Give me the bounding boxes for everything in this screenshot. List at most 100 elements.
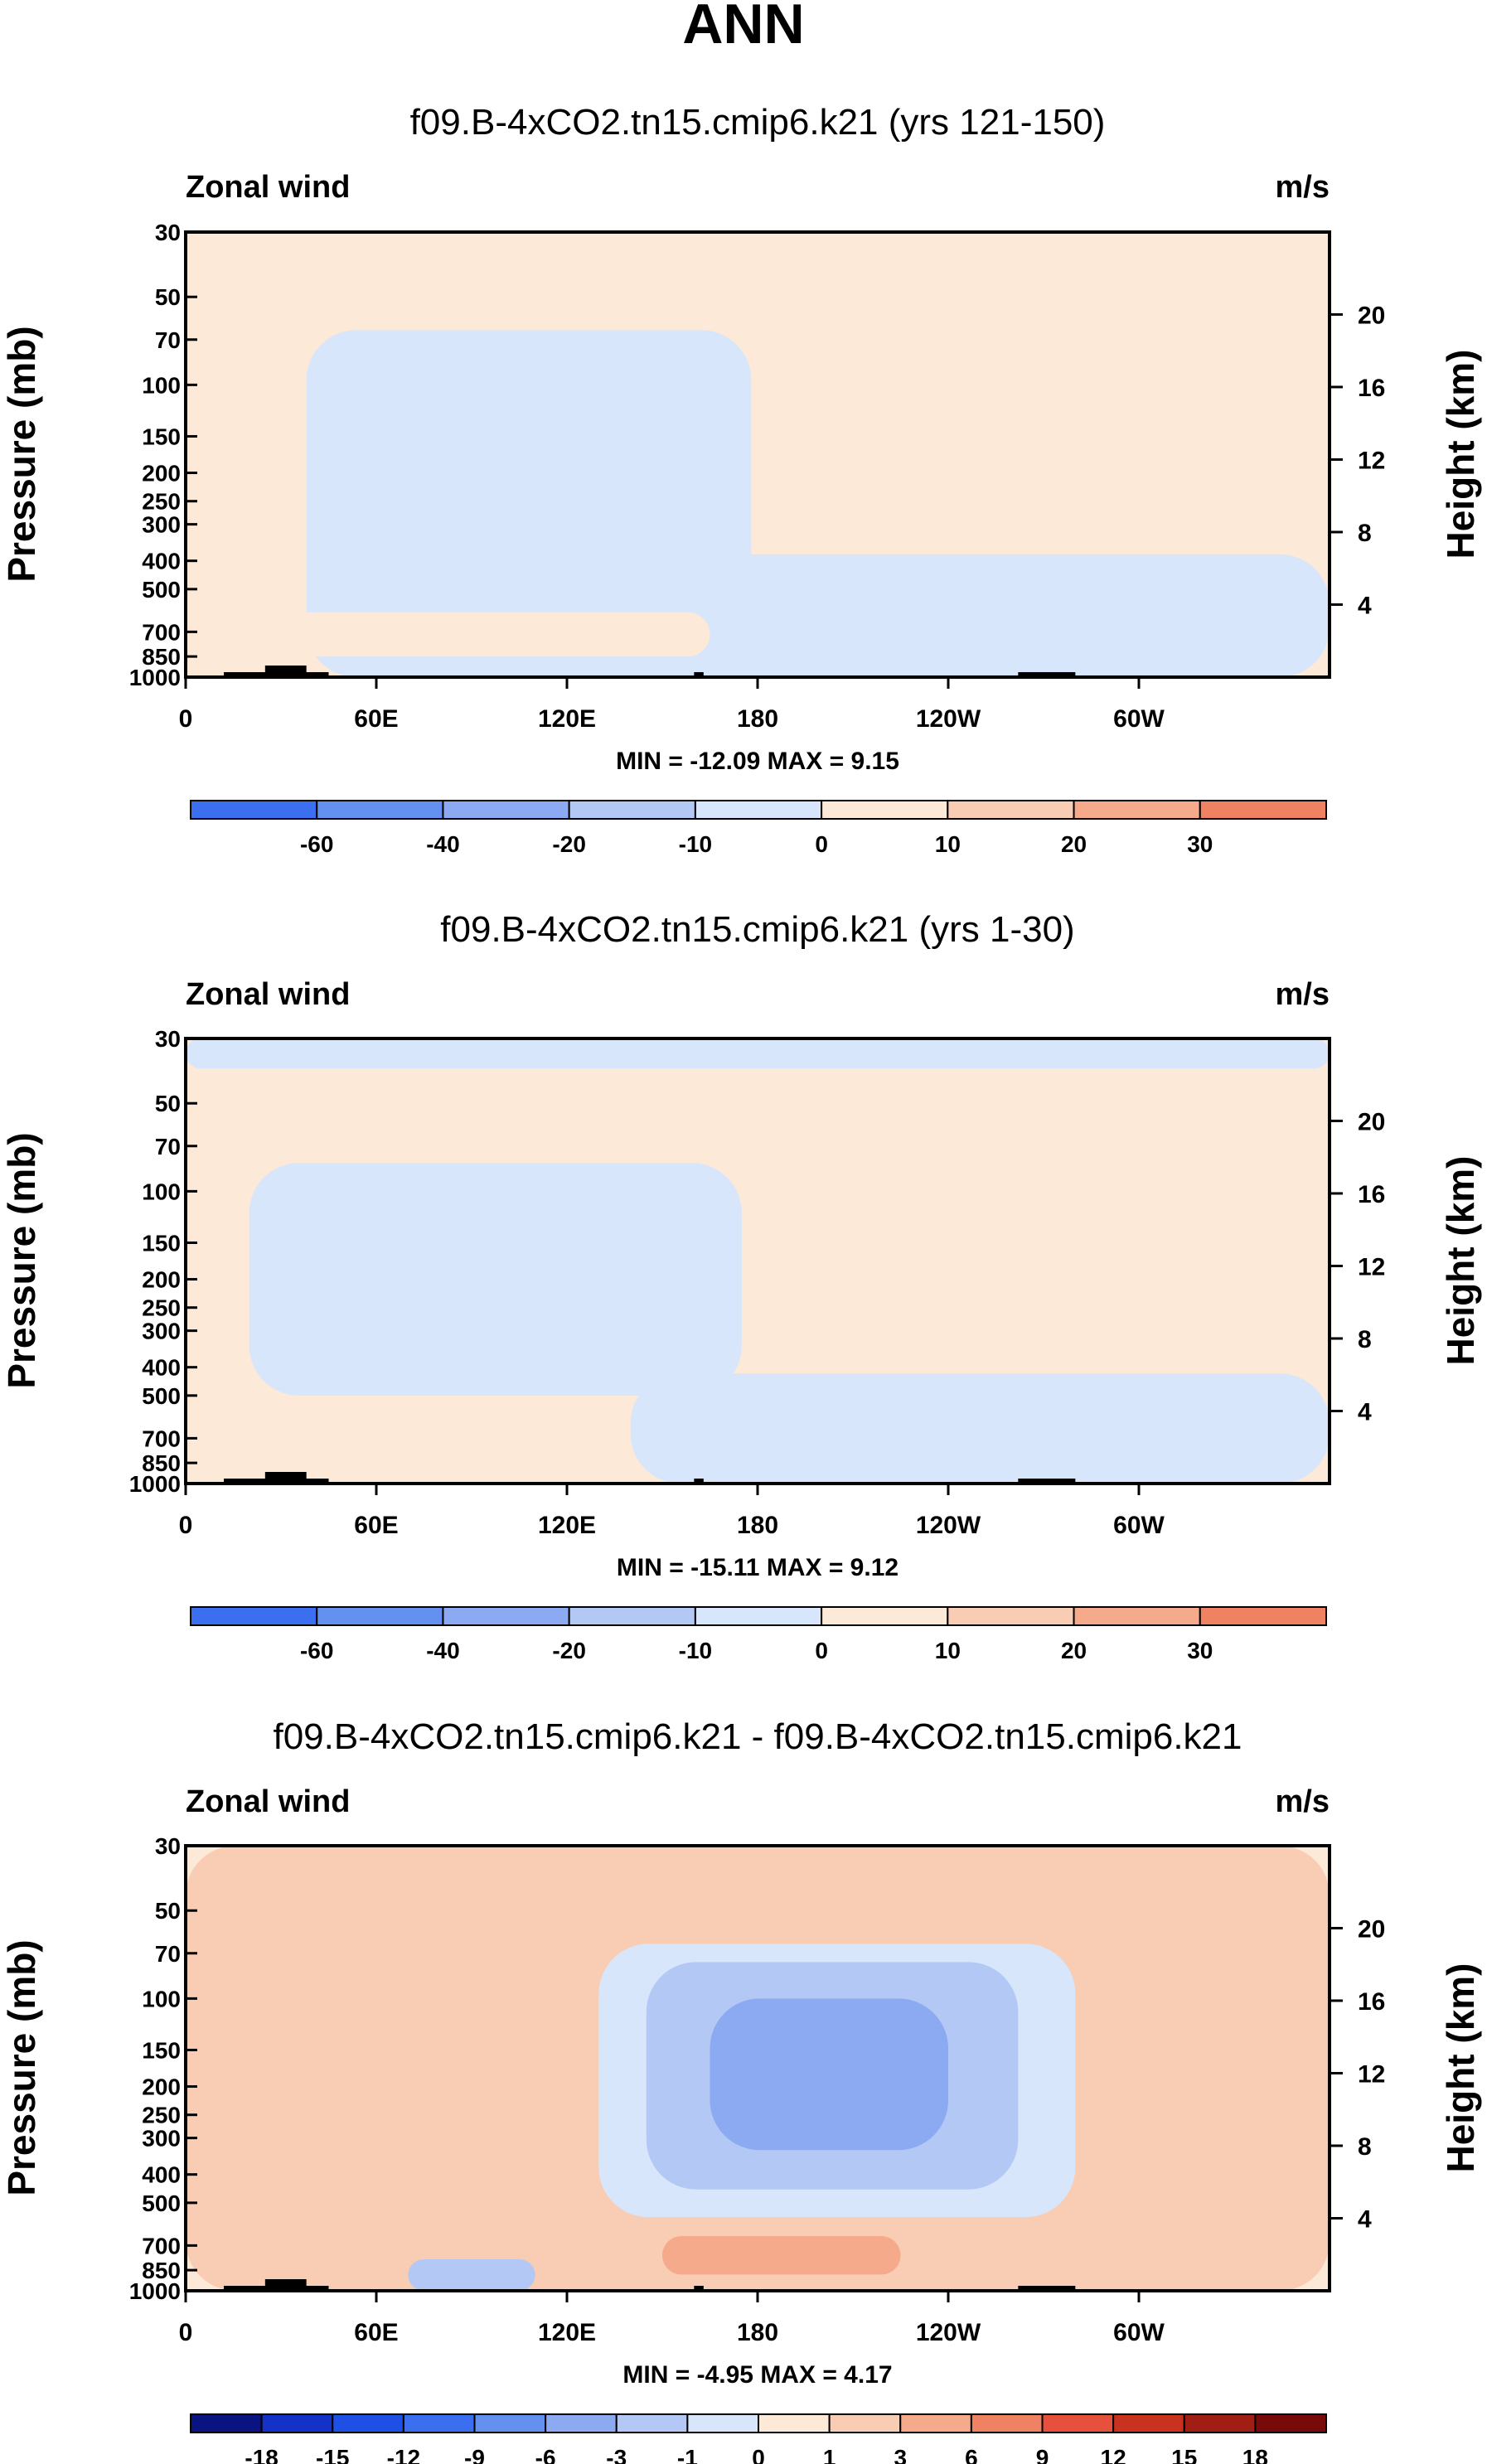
pressure-tick-label: 200 xyxy=(142,461,181,487)
colorbar-tick-label: 6 xyxy=(965,2445,978,2464)
topography-peak xyxy=(264,1472,307,1484)
panel-2-stats: MIN = -15.11 MAX = 9.12 xyxy=(617,1554,898,1581)
colorbar-bin xyxy=(821,1606,949,1626)
colorbar-bin xyxy=(190,800,318,820)
colorbar-bin xyxy=(190,1606,318,1626)
pressure-tick-label: 100 xyxy=(142,1179,181,1204)
panel-1-stats: MIN = -12.09 MAX = 9.15 xyxy=(616,748,899,775)
panel-1-right-label: m/s xyxy=(1276,170,1330,205)
colorbar-bin xyxy=(1073,1606,1201,1626)
colorbar-bin xyxy=(473,2413,547,2433)
colorbar-tick-label: 30 xyxy=(1187,831,1213,857)
colorbar-tick-label: -60 xyxy=(300,831,333,857)
colorbar-bin xyxy=(947,800,1075,820)
region-negative-top-band xyxy=(186,1038,1330,1069)
region-negative-lower-trop xyxy=(662,554,1330,677)
panel-3-left-label: Zonal wind xyxy=(186,1784,350,1819)
colorbar-tick-label: -10 xyxy=(679,1638,712,1663)
panel-2: f09.B-4xCO2.tn15.cmip6.k21 (yrs 1-30) Zo… xyxy=(0,909,1482,1663)
pressure-tick-label: 500 xyxy=(142,577,181,603)
region-negative-lower-indian xyxy=(408,2258,535,2291)
colorbar-bin xyxy=(442,800,570,820)
height-tick-label: 12 xyxy=(1358,2060,1385,2088)
colorbar-bin xyxy=(402,2413,476,2433)
height-tick-label: 4 xyxy=(1358,1398,1372,1426)
panel-1-left-label: Zonal wind xyxy=(186,170,350,205)
panel-3-colorbar: -18 -15 -12 -9 -6 -3 -1 0 1 3 6 9 12 15 18 xyxy=(190,2413,1327,2464)
lon-tick-label: 0 xyxy=(179,705,193,733)
lon-tick-label: 120W xyxy=(916,705,981,733)
height-tick-label: 12 xyxy=(1358,447,1385,474)
height-tick-label: 20 xyxy=(1358,1108,1385,1135)
topography-bar xyxy=(1018,672,1076,677)
topography-bar xyxy=(1018,1479,1076,1484)
colorbar-tick-label: -40 xyxy=(426,831,459,857)
colorbar-bin xyxy=(1073,800,1201,820)
pressure-tick-label: 300 xyxy=(142,512,181,538)
pressure-tick-label: 850 xyxy=(142,644,181,670)
topography-peak xyxy=(264,2279,307,2291)
pressure-tick-label: 700 xyxy=(142,619,181,645)
colorbar-tick-label: 0 xyxy=(815,831,828,857)
colorbar-tick-label: 20 xyxy=(1061,831,1087,857)
height-tick-label: 16 xyxy=(1358,1181,1385,1208)
region-negative-lower-trop xyxy=(630,1373,1330,1484)
region-negative-core-indian xyxy=(382,364,647,460)
pressure-tick-label: 1000 xyxy=(129,2278,181,2304)
colorbar-bin xyxy=(1183,2413,1257,2433)
pressure-tick-label: 700 xyxy=(142,1426,181,1451)
height-tick-label: 4 xyxy=(1358,592,1372,619)
height-tick-label: 4 xyxy=(1358,2205,1372,2233)
colorbar-bin xyxy=(568,1606,696,1626)
colorbar-bin xyxy=(190,2413,263,2433)
lon-tick-label: 0 xyxy=(179,2319,193,2346)
pressure-tick-label: 150 xyxy=(142,424,181,449)
panel-2-colorbar: -60 -40 -20 -10 0 10 20 30 xyxy=(190,1606,1328,1663)
pressure-tick-label: 30 xyxy=(155,220,181,245)
colorbar-tick-label: -9 xyxy=(464,2445,485,2464)
pressure-tick-label: 500 xyxy=(142,2190,181,2216)
pressure-tick-label: 250 xyxy=(142,1295,181,1321)
colorbar-bin xyxy=(1254,2413,1327,2433)
colorbar-tick-label: 10 xyxy=(935,1638,961,1663)
pressure-tick-label: 400 xyxy=(142,1355,181,1381)
colorbar-bin xyxy=(316,800,444,820)
colorbar-tick-label: -18 xyxy=(245,2445,278,2464)
pressure-tick-label: 250 xyxy=(142,2103,181,2128)
colorbar-bin xyxy=(1199,800,1328,820)
panel-3-right-label: m/s xyxy=(1276,1784,1330,1819)
panel-3: f09.B-4xCO2.tn15.cmip6.k21 - f09.B-4xCO2… xyxy=(0,1716,1482,2464)
pressure-tick-label: 70 xyxy=(155,1941,181,1967)
lon-tick-label: 60W xyxy=(1113,705,1165,733)
topography-bar xyxy=(694,1479,704,1484)
height-tick-label: 12 xyxy=(1358,1253,1385,1280)
region-positive-core-americas xyxy=(815,1184,1251,1259)
topography-peak xyxy=(264,666,307,677)
height-tick-label: 8 xyxy=(1358,2133,1372,2161)
pressure-tick-label: 500 xyxy=(142,1383,181,1409)
colorbar-bin xyxy=(947,1606,1075,1626)
panel-2-left-label: Zonal wind xyxy=(186,977,350,1012)
pressure-tick-label: 300 xyxy=(142,2126,181,2152)
panel-1-title: f09.B-4xCO2.tn15.cmip6.k21 (yrs 121-150) xyxy=(410,102,1106,143)
colorbar-bin xyxy=(1112,2413,1185,2433)
pressure-tick-label: 100 xyxy=(142,372,181,398)
lon-tick-label: 60W xyxy=(1113,1512,1165,1539)
lon-tick-label: 120W xyxy=(916,1512,981,1539)
height-tick-label: 8 xyxy=(1358,520,1372,547)
panel-2-regions xyxy=(186,1038,1330,1484)
colorbar-tick-label: 10 xyxy=(935,831,961,857)
region-negative-pacific-core xyxy=(710,1998,948,2151)
region-negative-core-indian xyxy=(328,1170,615,1273)
pressure-tick-label: 50 xyxy=(155,1091,181,1116)
colorbar-tick-label: 3 xyxy=(894,2445,907,2464)
pressure-tick-label: 70 xyxy=(155,1134,181,1159)
region-positive-core-americas xyxy=(884,364,1203,467)
colorbar-tick-label: 0 xyxy=(752,2445,765,2464)
lon-tick-label: 120E xyxy=(538,2319,596,2346)
panel-2-plot xyxy=(186,1038,1330,1484)
panel-3-plot xyxy=(186,1846,1330,2291)
height-tick-label: 8 xyxy=(1358,1326,1372,1353)
